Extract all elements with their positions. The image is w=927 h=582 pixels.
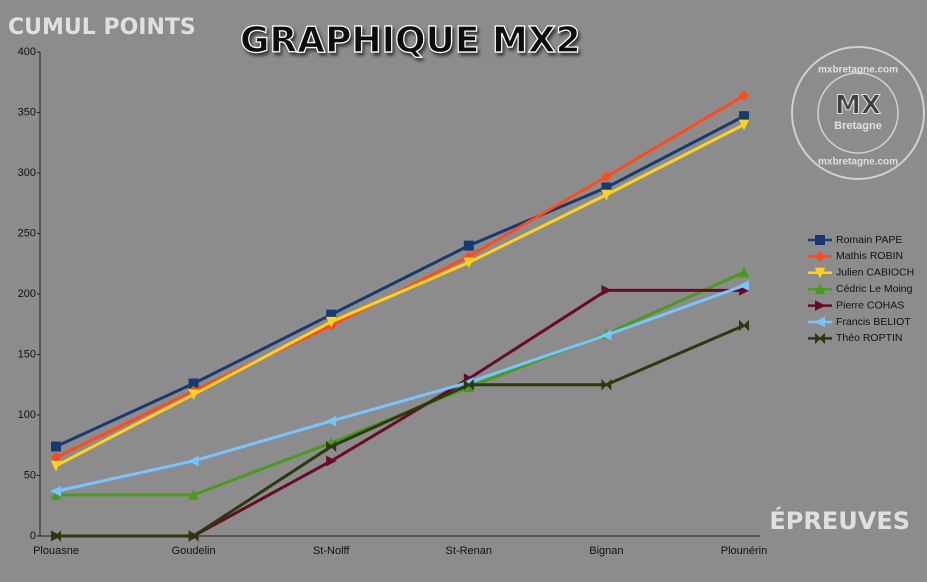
- y-tick-label: 200: [18, 288, 36, 300]
- series: [50, 266, 750, 500]
- legend-marker: [814, 267, 826, 279]
- series: [51, 319, 749, 542]
- marker: [188, 530, 199, 542]
- marker: [325, 316, 337, 328]
- legend-label: Julien CABIOCH: [836, 267, 914, 279]
- y-tick-label: 250: [18, 227, 36, 239]
- legend-marker: [815, 235, 825, 245]
- line: [56, 324, 745, 538]
- marker: [50, 485, 61, 497]
- marker: [739, 111, 749, 122]
- marker: [50, 460, 62, 472]
- marker: [601, 189, 612, 201]
- marker: [600, 329, 612, 341]
- logo-ring: [817, 72, 899, 154]
- chart-title: GRAPHIQUE MX2: [240, 20, 581, 61]
- legend-label: Cédric Le Moing: [836, 283, 913, 295]
- legend-label: Pierre COHAS: [836, 299, 904, 311]
- marker: [601, 379, 612, 391]
- marker: [463, 379, 474, 391]
- logo-text: Bretagne: [834, 120, 882, 132]
- y-tick-label: 50: [24, 469, 36, 481]
- marker: [326, 455, 337, 467]
- marker: [601, 171, 612, 182]
- series: [50, 119, 750, 472]
- marker: [601, 285, 613, 296]
- marker: [738, 90, 750, 101]
- line: [55, 114, 745, 448]
- series: [51, 111, 749, 452]
- x-axis-title: ÉPREUVES: [769, 506, 910, 535]
- legend-label: Francis BELIOT: [836, 316, 911, 328]
- series: [50, 90, 750, 463]
- x-tick-label: St-Nolff: [313, 545, 350, 557]
- legend-marker: [815, 332, 825, 345]
- marker: [325, 415, 337, 427]
- series: [50, 280, 749, 497]
- logo-ring: [791, 46, 925, 180]
- marker: [51, 441, 61, 452]
- y-tick-label: 300: [18, 167, 36, 179]
- x-tick-label: Goudelin: [172, 545, 216, 557]
- legend-label: Romain PAPE: [836, 234, 902, 246]
- legend-marker: [814, 251, 826, 262]
- x-tick-label: Plouasne: [33, 545, 79, 557]
- marker: [738, 119, 750, 131]
- y-tick-label: 150: [18, 348, 36, 360]
- legend-label: Théo ROPTIN: [836, 332, 903, 344]
- marker: [738, 280, 749, 291]
- marker: [51, 530, 61, 542]
- marker: [187, 455, 199, 467]
- marker: [188, 389, 199, 401]
- line: [55, 123, 745, 468]
- watermark: mxbretagne.com: [818, 65, 898, 76]
- y-axis-title: CUMUL POINTS: [8, 15, 196, 40]
- y-tick-label: 350: [18, 106, 36, 118]
- marker: [738, 266, 750, 278]
- y-tick-label: 0: [30, 530, 36, 542]
- marker: [188, 489, 199, 500]
- logo-text: MX: [835, 91, 881, 121]
- y-tick-label: 400: [18, 46, 36, 58]
- x-tick-label: Plounérin: [721, 545, 767, 557]
- marker: [739, 319, 749, 332]
- logo: mxbretagne.com mxbretagne.com MX Bretagn…: [791, 46, 925, 180]
- marker: [463, 257, 475, 269]
- x-tick-label: St-Renan: [446, 545, 492, 557]
- marker: [463, 240, 474, 251]
- x-tick-label: Bignan: [589, 545, 623, 557]
- marker: [326, 440, 337, 453]
- line: [55, 284, 745, 493]
- legend-marker: [815, 300, 826, 311]
- legend-label: Mathis ROBIN: [836, 250, 903, 262]
- legend-marker: [814, 283, 826, 295]
- y-tick-label: 100: [18, 409, 36, 421]
- legend-marker: [814, 316, 825, 328]
- watermark: mxbretagne.com: [818, 157, 898, 168]
- line: [56, 270, 745, 497]
